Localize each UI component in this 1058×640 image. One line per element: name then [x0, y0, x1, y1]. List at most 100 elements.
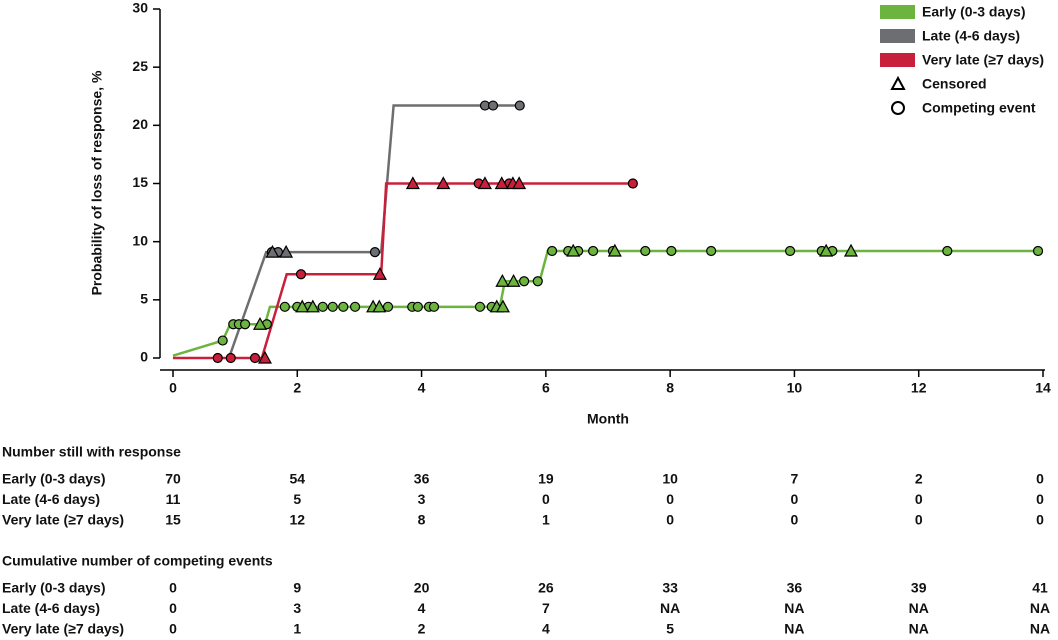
censored-marker: [477, 176, 492, 190]
competing-marker: [412, 301, 423, 312]
table-cell: 12: [289, 512, 305, 528]
competing-marker: [327, 301, 338, 312]
table-cell: 3: [418, 491, 426, 507]
table-cell: 54: [289, 471, 305, 487]
table-cell: 0: [1036, 512, 1044, 528]
competing-marker: [942, 245, 953, 257]
table-cell: 0: [915, 512, 923, 528]
censored-marker: [405, 176, 420, 190]
competing-marker: [532, 276, 543, 287]
table-row-label: Very late (≥7 days): [2, 621, 124, 637]
table-cell: 7: [791, 471, 799, 487]
competing-marker: [382, 301, 394, 312]
table-row-label: Early (0-3 days): [2, 580, 106, 596]
competing-marker: [519, 276, 530, 287]
competing-marker: [666, 245, 677, 257]
y-tick-label: 30: [132, 0, 148, 16]
x-tick-label: 2: [293, 380, 301, 396]
censored-marker: [494, 176, 509, 190]
table-cell: 0: [1036, 471, 1044, 487]
legend-label: Late (4-6 days): [922, 28, 1020, 44]
competing-marker: [295, 269, 307, 280]
competing-marker: [217, 335, 228, 346]
table-cell: 15: [165, 512, 181, 528]
y-tick-label: 0: [140, 349, 148, 365]
legend-label: Competing event: [922, 100, 1036, 116]
table-cell: 4: [418, 600, 426, 616]
table-cell: 2: [915, 471, 923, 487]
table-cell: 1: [542, 512, 550, 528]
x-tick-label: 6: [542, 380, 550, 396]
censored-marker: [512, 176, 527, 190]
table-cell: 39: [911, 580, 927, 596]
legend-icon: [891, 101, 905, 115]
competing-marker: [239, 319, 251, 330]
legend-label: Censored: [922, 76, 987, 92]
censored-marker: [305, 299, 320, 313]
table-cell: NA: [909, 600, 929, 616]
censored-marker: [843, 243, 858, 257]
x-tick-label: 14: [1035, 380, 1051, 396]
competing-marker: [706, 245, 717, 257]
legend-swatch: [880, 5, 915, 19]
table-cell: NA: [909, 621, 929, 637]
table-cell: 0: [169, 621, 177, 637]
table-cell: 4: [542, 621, 550, 637]
table-cell: 8: [418, 512, 426, 528]
censored-marker: [279, 244, 294, 258]
table-cell: 33: [662, 580, 678, 596]
table-title: Cumulative number of competing events: [2, 553, 273, 569]
table-row-label: Early (0-3 days): [2, 471, 106, 487]
table-cell: 26: [538, 580, 554, 596]
x-axis-label: Month: [587, 411, 629, 427]
competing-marker: [249, 352, 261, 364]
competing-marker: [546, 245, 558, 257]
table-cell: 2: [418, 621, 426, 637]
competing-marker: [369, 247, 381, 258]
table-cell: 41: [1032, 580, 1048, 596]
censored-marker: [252, 317, 268, 330]
censored-marker: [495, 273, 510, 287]
table-cell: NA: [784, 621, 804, 637]
table-cell: NA: [784, 600, 804, 616]
censored-marker: [607, 243, 622, 257]
legend-swatch: [880, 29, 915, 43]
table-cell: NA: [1030, 600, 1050, 616]
censored-marker: [372, 299, 387, 313]
censored-marker: [819, 243, 834, 257]
x-tick-label: 4: [418, 380, 426, 396]
table-row-label: Late (4-6 days): [2, 600, 100, 616]
x-tick-label: 10: [787, 380, 803, 396]
competing-marker: [317, 301, 328, 312]
table-cell: 1: [293, 621, 301, 637]
competing-marker: [1032, 245, 1044, 257]
table-cell: 11: [166, 491, 181, 507]
competing-marker: [487, 100, 499, 111]
table-cell: 0: [791, 512, 799, 528]
table-row-label: Very late (≥7 days): [2, 512, 124, 528]
competing-marker: [279, 301, 290, 312]
y-tick-label: 10: [132, 232, 148, 248]
table-cell: 0: [1036, 491, 1044, 507]
competing-marker: [514, 100, 525, 111]
table-cell: 0: [542, 491, 550, 507]
censored-marker: [257, 350, 272, 364]
legend-label: Early (0-3 days): [922, 4, 1026, 20]
competing-marker: [784, 245, 796, 257]
table-cell: 0: [915, 491, 923, 507]
table-cell: NA: [1030, 621, 1050, 637]
y-tick-label: 25: [132, 58, 148, 74]
step-line: [173, 182, 633, 360]
competing-marker: [338, 301, 349, 312]
censored-marker: [566, 243, 581, 257]
table-cell: 9: [293, 580, 301, 596]
table-cell: 19: [538, 471, 554, 487]
legend-swatch: [880, 53, 915, 67]
table-cell: 0: [666, 491, 674, 507]
competing-marker: [627, 178, 638, 189]
legend-label: Very late (≥7 days): [922, 52, 1044, 68]
legend-icon: [890, 75, 906, 90]
table-cell: 36: [787, 580, 803, 596]
table-cell: 5: [666, 621, 674, 637]
